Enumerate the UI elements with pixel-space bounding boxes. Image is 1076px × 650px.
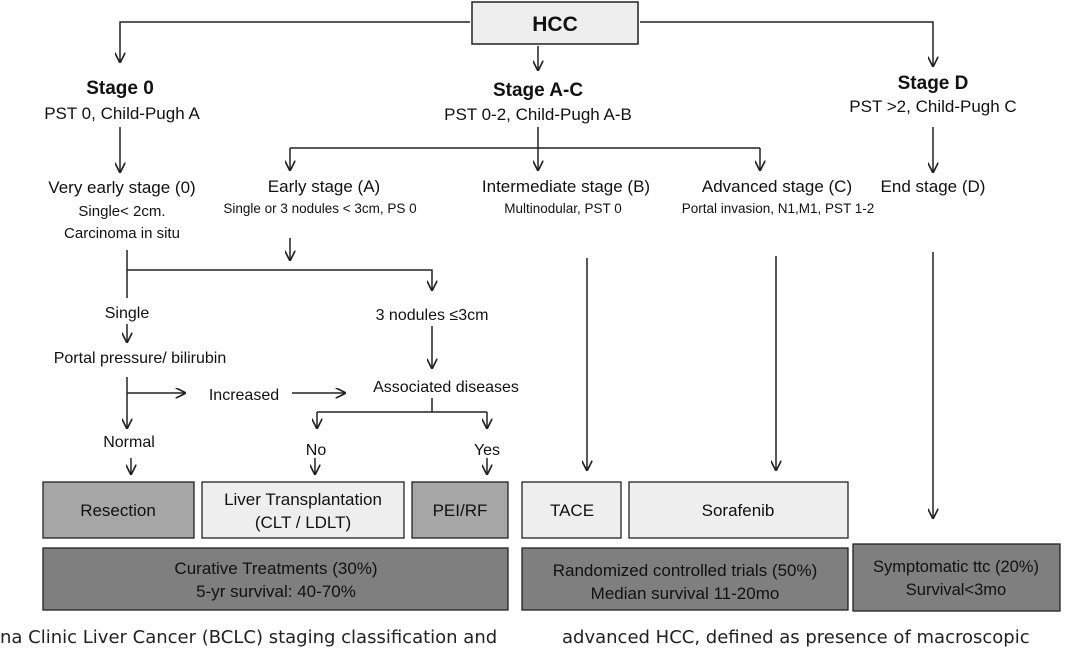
sorafenib-box bbox=[628, 481, 849, 539]
increased-label: Increased bbox=[209, 387, 279, 404]
resection-box bbox=[42, 481, 195, 539]
hcc-box bbox=[471, 1, 639, 45]
symptomatic-line2: Survival<3mo bbox=[906, 581, 1006, 599]
stage0-title: Stage 0 bbox=[86, 78, 154, 99]
curative-line2: 5-yr survival: 40-70% bbox=[196, 582, 356, 601]
curative-line1: Curative Treatments (30%) bbox=[174, 559, 377, 578]
arrow-bar-to-3nodules bbox=[127, 269, 432, 290]
veryearly-line2: Carcinoma in situ bbox=[64, 225, 180, 242]
advanced-line1: Portal invasion, N1,M1, PST 1-2 bbox=[682, 201, 875, 216]
single-label: Single bbox=[105, 305, 150, 322]
arrow-hcc-to-stage0 bbox=[120, 21, 470, 62]
associated-diseases-label: Associated diseases bbox=[373, 379, 519, 396]
stage0-subtitle: PST 0, Child-Pugh A bbox=[44, 104, 200, 123]
symptomatic-box bbox=[852, 543, 1061, 612]
intermediate-line1: Multinodular, PST 0 bbox=[504, 201, 622, 216]
stageac-subtitle: PST 0-2, Child-Pugh A-B bbox=[444, 105, 632, 124]
early-line1: Single or 3 nodules < 3cm, PS 0 bbox=[223, 201, 416, 216]
transplant-label-line2: (CLT / LDLT) bbox=[255, 513, 351, 532]
rct-box bbox=[521, 547, 849, 611]
yes-label: Yes bbox=[474, 442, 500, 459]
normal-label: Normal bbox=[103, 434, 155, 451]
peirf-box bbox=[411, 481, 509, 539]
three-nodules-label: 3 nodules ≤3cm bbox=[376, 307, 489, 324]
arrow-hcc-to-staged bbox=[640, 21, 933, 66]
rct-line2: Median survival 11-20mo bbox=[591, 584, 780, 603]
advanced-title: Advanced stage (C) bbox=[702, 177, 852, 196]
intermediate-title: Intermediate stage (B) bbox=[482, 177, 650, 196]
staged-subtitle: PST >2, Child-Pugh C bbox=[849, 97, 1016, 116]
portal-pressure-label: Portal pressure/ bilirubin bbox=[54, 350, 227, 367]
rct-line1: Randomized controlled trials (50%) bbox=[553, 561, 818, 580]
transplant-label-line1: Liver Transplantation bbox=[224, 490, 382, 509]
staged-title: Stage D bbox=[898, 73, 969, 94]
end-title: End stage (D) bbox=[881, 177, 986, 196]
hcc-label: HCC bbox=[532, 13, 578, 36]
transplant-box bbox=[201, 481, 405, 539]
peirf-label: PEI/RF bbox=[433, 501, 488, 520]
caption-left: na Clinic Liver Cancer (BCLC) staging cl… bbox=[0, 627, 497, 648]
curative-box bbox=[42, 547, 509, 611]
veryearly-line1: Single< 2cm. bbox=[78, 203, 165, 220]
caption-right: advanced HCC, defined as presence of mac… bbox=[562, 627, 1030, 648]
tace-label: TACE bbox=[550, 501, 594, 520]
stageac-title: Stage A-C bbox=[493, 80, 583, 101]
tace-box bbox=[521, 481, 622, 539]
symptomatic-line1: Symptomatic ttc (20%) bbox=[873, 558, 1039, 576]
sorafenib-label: Sorafenib bbox=[702, 501, 775, 520]
no-label: No bbox=[306, 442, 327, 459]
veryearly-title: Very early stage (0) bbox=[48, 178, 195, 197]
early-title: Early stage (A) bbox=[268, 177, 380, 196]
resection-label: Resection bbox=[80, 501, 156, 520]
connectors bbox=[120, 21, 933, 518]
